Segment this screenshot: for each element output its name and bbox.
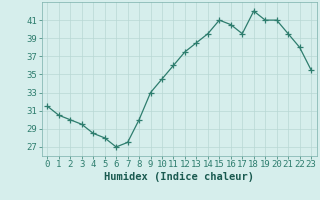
X-axis label: Humidex (Indice chaleur): Humidex (Indice chaleur) bbox=[104, 172, 254, 182]
